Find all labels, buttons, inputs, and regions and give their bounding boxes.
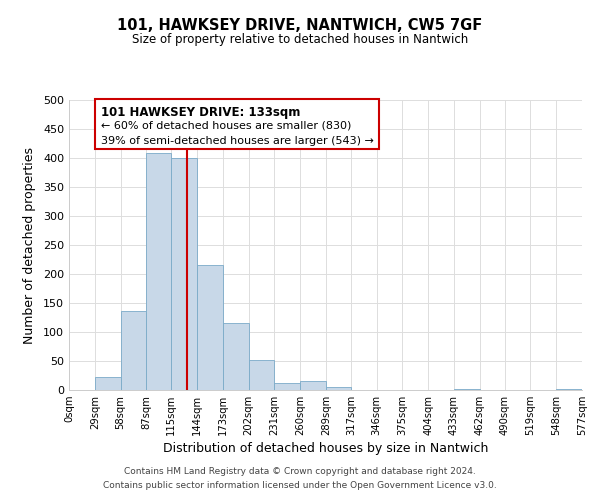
FancyBboxPatch shape: [95, 98, 379, 150]
Text: 101, HAWKSEY DRIVE, NANTWICH, CW5 7GF: 101, HAWKSEY DRIVE, NANTWICH, CW5 7GF: [118, 18, 482, 32]
X-axis label: Distribution of detached houses by size in Nantwich: Distribution of detached houses by size …: [163, 442, 488, 455]
Bar: [274, 383, 300, 390]
Text: Contains public sector information licensed under the Open Government Licence v3: Contains public sector information licen…: [103, 481, 497, 490]
Bar: [326, 387, 351, 390]
Text: ← 60% of detached houses are smaller (830): ← 60% of detached houses are smaller (83…: [101, 120, 351, 130]
Bar: [171, 158, 197, 390]
Text: Contains HM Land Registry data © Crown copyright and database right 2024.: Contains HM Land Registry data © Crown c…: [124, 467, 476, 476]
Bar: [121, 310, 146, 390]
Bar: [248, 360, 274, 390]
Text: 39% of semi-detached houses are larger (543) →: 39% of semi-detached houses are larger (…: [101, 136, 374, 146]
Bar: [146, 154, 171, 390]
Bar: [95, 377, 121, 390]
Bar: [300, 380, 326, 390]
Text: 101 HAWKSEY DRIVE: 133sqm: 101 HAWKSEY DRIVE: 133sqm: [101, 106, 300, 119]
Bar: [223, 324, 248, 390]
Bar: [197, 266, 223, 390]
Y-axis label: Number of detached properties: Number of detached properties: [23, 146, 36, 344]
Text: Size of property relative to detached houses in Nantwich: Size of property relative to detached ho…: [132, 32, 468, 46]
